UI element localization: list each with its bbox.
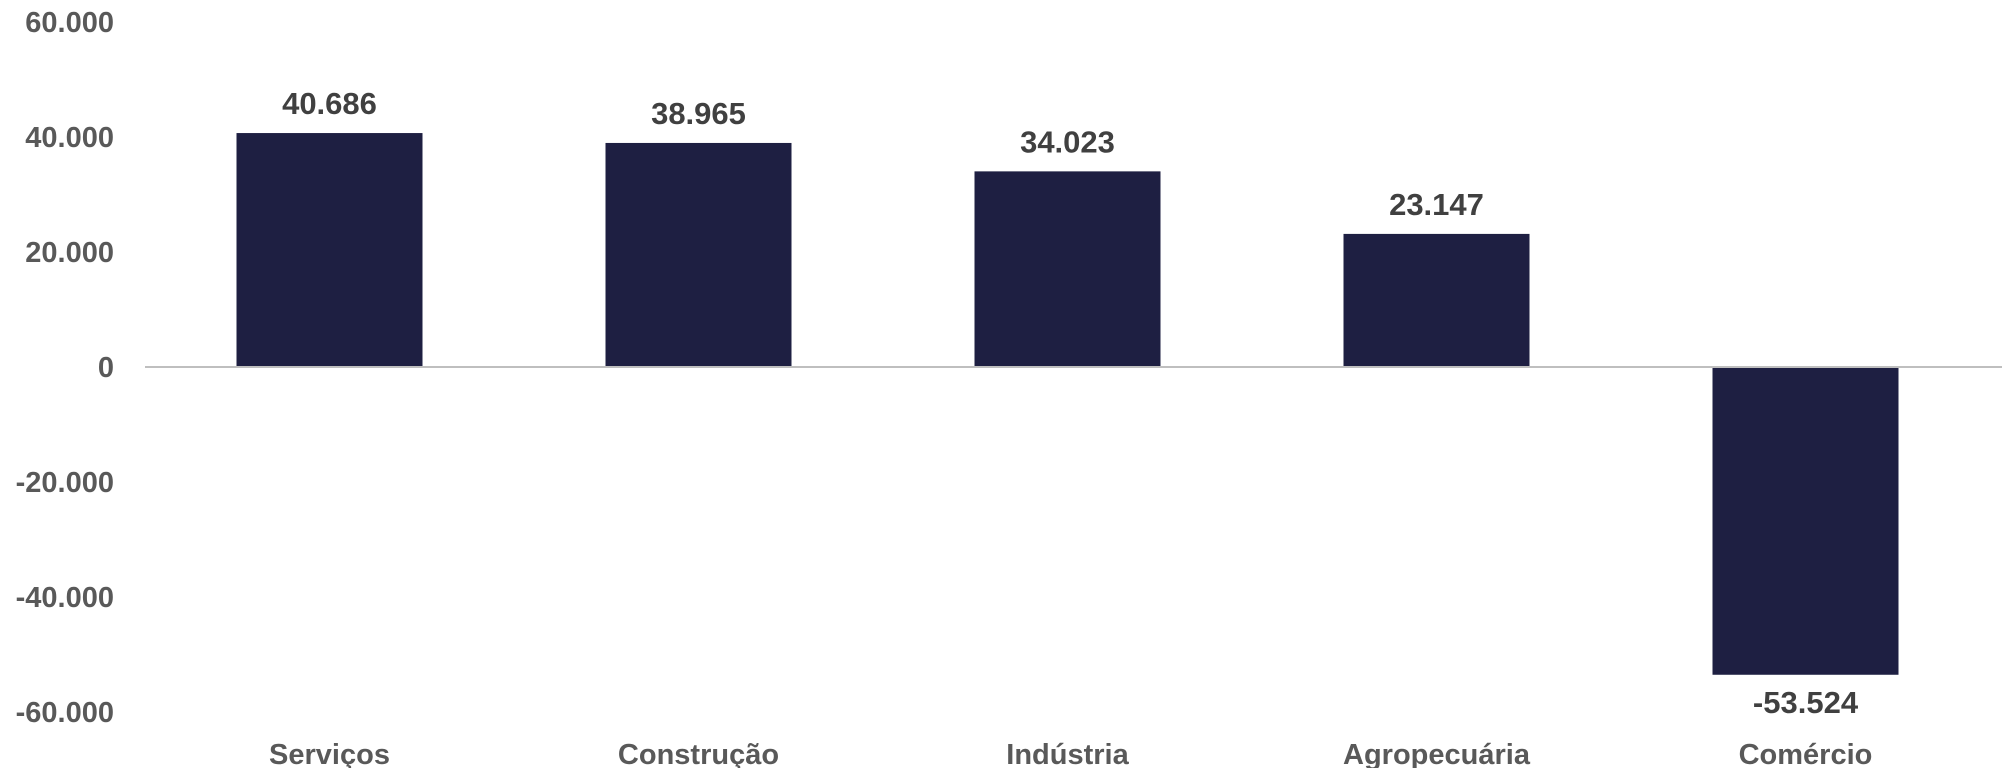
y-tick-label: 0 (98, 352, 114, 384)
bar-agropecuária (1343, 233, 1530, 367)
y-tick-label: 60.000 (25, 7, 114, 39)
y-tick-label: -40.000 (16, 582, 114, 614)
category-label: Comércio (1739, 739, 1873, 768)
y-tick-label: -60.000 (16, 697, 114, 729)
bar-comércio (1712, 367, 1899, 675)
category-label: Serviços (269, 739, 390, 768)
data-label: 23.147 (1389, 187, 1484, 222)
data-label: -53.524 (1753, 685, 1859, 720)
x-axis-category-labels: Serviços Construção Indústria Agropecuária C… (269, 739, 1872, 768)
y-tick-label: 40.000 (25, 122, 114, 154)
y-tick-label: -20.000 (16, 467, 114, 499)
data-label: 34.023 (1020, 124, 1115, 159)
data-labels: 40.686 38.965 34.023 23.147 -53.524 (282, 86, 1859, 720)
category-label: Agropecuária (1343, 739, 1531, 768)
y-tick-label: 20.000 (25, 237, 114, 269)
bar-indústria (974, 171, 1161, 367)
bars (236, 133, 1899, 675)
data-label: 38.965 (651, 96, 746, 131)
bar-serviços (236, 133, 423, 367)
y-axis-ticks: 60.000 40.000 20.000 0 -20.000 -40.000 -60.000 (16, 7, 114, 729)
bar-construção (605, 142, 792, 367)
category-label: Construção (618, 739, 779, 768)
data-label: 40.686 (282, 86, 377, 121)
category-label: Indústria (1006, 739, 1129, 768)
